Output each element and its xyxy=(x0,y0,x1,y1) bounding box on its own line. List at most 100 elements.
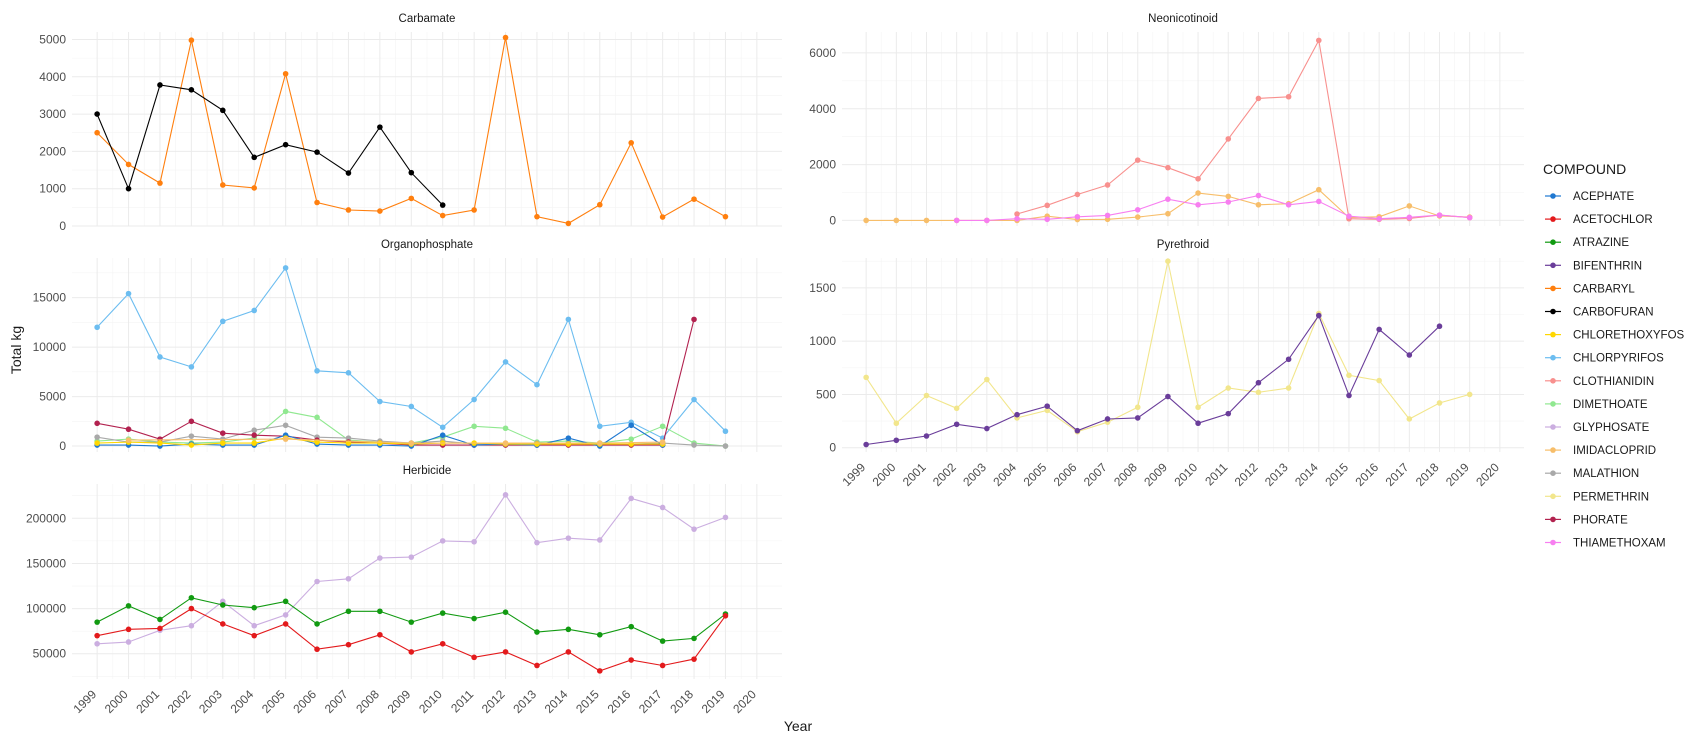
data-point xyxy=(157,436,163,442)
data-point xyxy=(1406,352,1413,358)
data-point xyxy=(251,427,258,434)
data-point xyxy=(893,420,900,427)
data-point xyxy=(923,392,930,399)
legend-item-acetochlor: ACETOCHLOR xyxy=(1545,214,1653,226)
data-point xyxy=(1044,407,1051,414)
y-tick-label: 2000 xyxy=(39,144,66,158)
data-point xyxy=(1255,379,1262,386)
data-point xyxy=(1346,372,1352,379)
series-imidacloprid xyxy=(125,436,666,446)
data-point xyxy=(125,603,132,609)
data-point xyxy=(125,626,132,633)
y-tick-label: 15000 xyxy=(33,291,67,305)
legend-item-clothianidin: CLOTHIANIDIN xyxy=(1545,376,1654,388)
x-tick-label: 2009 xyxy=(385,687,414,716)
data-point xyxy=(984,425,990,432)
data-point xyxy=(408,619,415,625)
data-point xyxy=(863,374,869,381)
data-point xyxy=(534,381,540,388)
y-tick-label: 150000 xyxy=(26,556,66,570)
data-point xyxy=(596,440,603,446)
data-point xyxy=(1165,258,1171,264)
data-point xyxy=(188,433,195,439)
data-point xyxy=(1346,392,1352,399)
data-point xyxy=(1285,93,1292,100)
y-tick-label: 5000 xyxy=(39,390,66,404)
x-tick-label: 2011 xyxy=(448,687,476,715)
data-point xyxy=(1044,202,1051,209)
data-point xyxy=(251,154,258,161)
data-point xyxy=(502,359,509,365)
data-point xyxy=(251,307,258,314)
panel-title: Herbicide xyxy=(403,465,452,477)
x-tick-label: 2015 xyxy=(1322,460,1351,489)
legend-key-point xyxy=(1550,331,1556,338)
panel-herbicide: 1999 2000 2001 2002 2003 2004 2005 2006 2007 2008… xyxy=(26,465,782,716)
legend-item-phorate: PHORATE xyxy=(1545,514,1628,526)
data-point xyxy=(1195,190,1201,196)
legend-key-point xyxy=(1550,493,1556,500)
data-point xyxy=(691,526,697,532)
data-point xyxy=(471,423,477,430)
data-point xyxy=(345,575,352,582)
data-point xyxy=(628,657,635,663)
legend-key-point xyxy=(1550,285,1556,292)
x-tick-label: 2014 xyxy=(1292,460,1321,489)
data-point xyxy=(1466,391,1473,398)
panel-carbamate: 0 1000 2000 3000 4000 5000 Carbamate xyxy=(39,13,782,233)
data-point xyxy=(502,34,509,41)
data-point xyxy=(157,82,163,88)
data-point xyxy=(219,430,226,436)
legend-label: ACETOCHLOR xyxy=(1573,214,1653,226)
series-bifenthrin xyxy=(863,312,1443,448)
data-point xyxy=(314,149,320,155)
data-point xyxy=(251,604,258,611)
data-point xyxy=(188,418,195,425)
data-point xyxy=(157,440,163,446)
data-point xyxy=(251,185,258,191)
legend-key-point xyxy=(1550,354,1556,361)
data-point xyxy=(471,538,477,545)
data-point xyxy=(1255,389,1262,396)
x-tick-label: 2002 xyxy=(165,687,194,716)
data-point xyxy=(1285,356,1292,363)
data-point xyxy=(282,436,289,442)
x-tick-label: 2011 xyxy=(1202,460,1230,488)
series-line xyxy=(96,84,444,206)
data-point xyxy=(188,364,195,370)
x-tick-label: 2012 xyxy=(1232,460,1261,489)
legend-key-point xyxy=(1550,447,1556,453)
data-point xyxy=(345,370,352,376)
data-point xyxy=(1225,136,1232,142)
data-point xyxy=(471,207,477,213)
data-point xyxy=(1436,400,1443,406)
y-tick-label: 100000 xyxy=(26,602,66,616)
data-point xyxy=(188,87,195,93)
x-tick-label: 2009 xyxy=(1141,460,1170,489)
data-point xyxy=(502,649,509,655)
data-point xyxy=(722,514,729,521)
data-point xyxy=(1466,214,1473,221)
legend-item-acephate: ACEPHATE xyxy=(1545,191,1634,203)
legend-key-point xyxy=(1550,539,1556,546)
data-point xyxy=(722,613,729,619)
data-point xyxy=(1165,393,1171,400)
x-tick-label: 2014 xyxy=(542,687,571,716)
data-point xyxy=(1104,182,1111,188)
data-point xyxy=(659,439,666,445)
data-point xyxy=(377,608,383,615)
data-point xyxy=(439,212,446,219)
data-point xyxy=(1376,326,1382,333)
data-point xyxy=(691,196,697,202)
x-tick-label: 2018 xyxy=(667,687,696,716)
data-point xyxy=(1195,404,1201,411)
panel-title: Organophosphate xyxy=(381,239,473,251)
data-point xyxy=(691,442,697,448)
data-point xyxy=(94,324,100,331)
data-point xyxy=(1285,201,1292,208)
data-point xyxy=(94,129,100,136)
series-line xyxy=(956,195,1470,221)
data-point xyxy=(1376,215,1382,222)
data-point xyxy=(1134,214,1141,220)
